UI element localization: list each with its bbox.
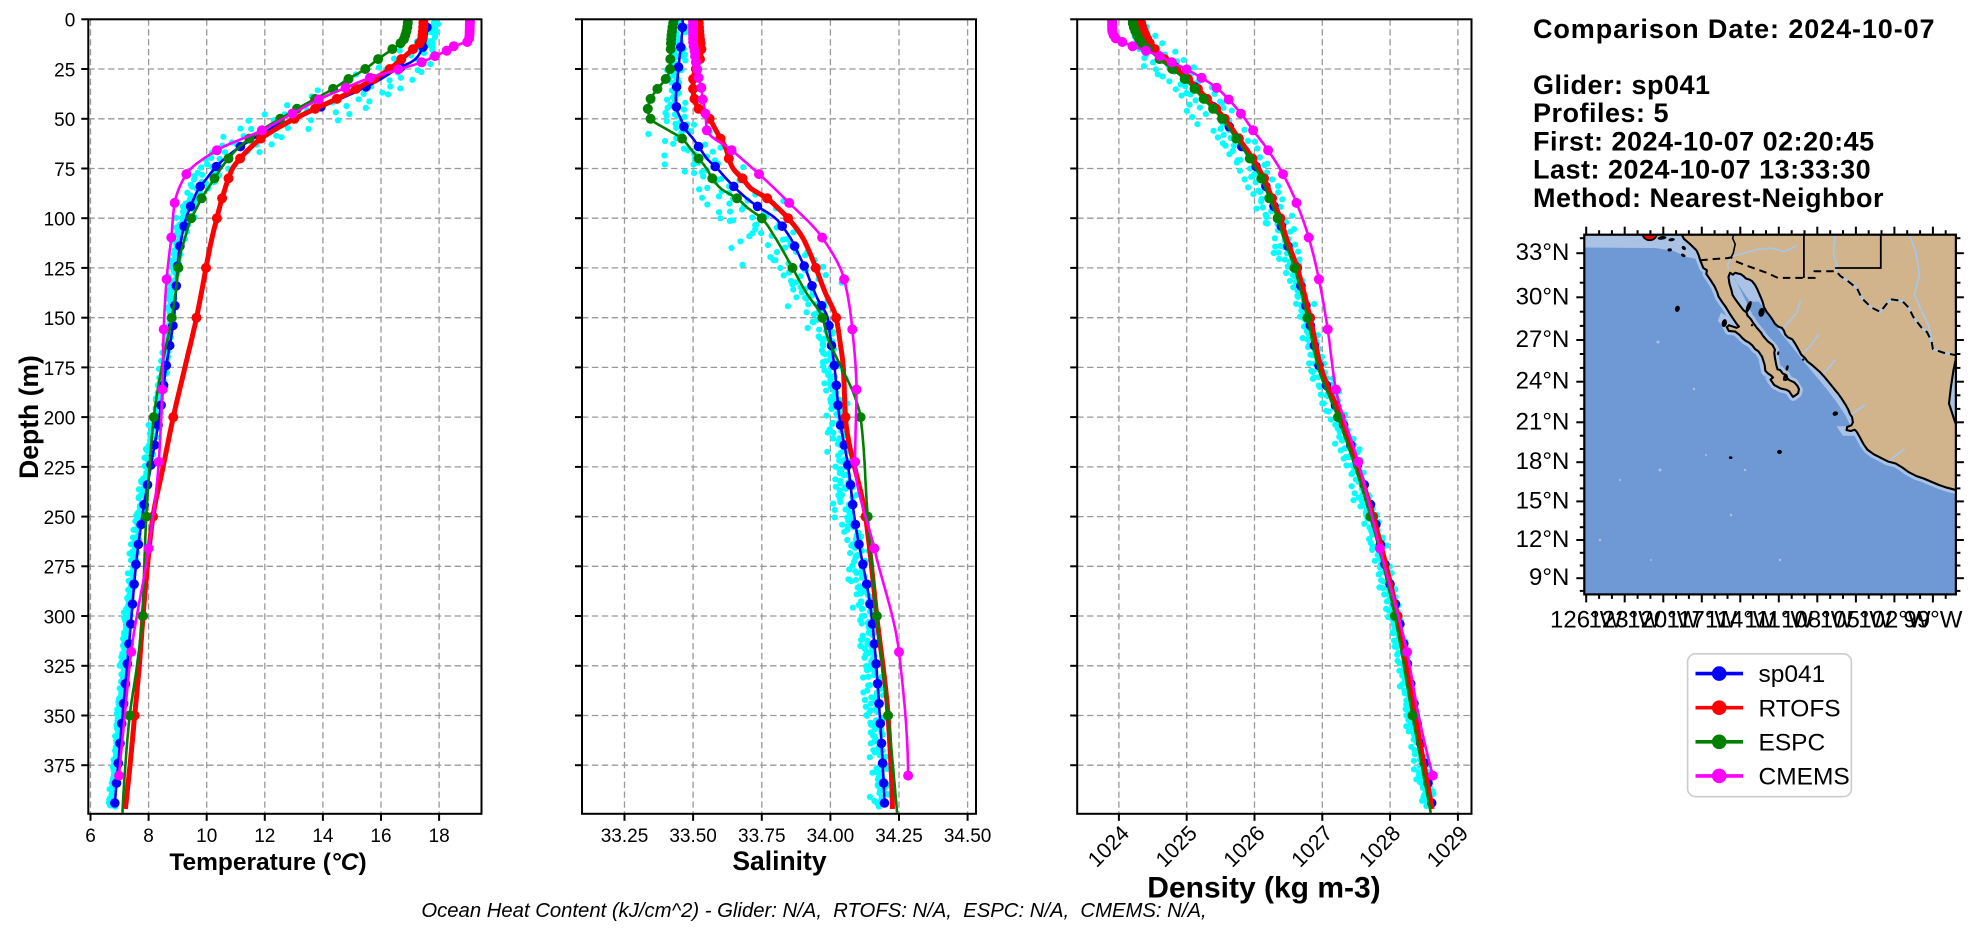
svg-text:Glider: sp041: Glider: sp041 [1533, 70, 1711, 100]
svg-text:126°W: 126°W [1550, 606, 1623, 633]
svg-text:15°N: 15°N [1516, 487, 1570, 514]
svg-text:105°W: 105°W [1820, 606, 1893, 633]
svg-text:325: 325 [44, 657, 76, 678]
svg-text:6: 6 [85, 826, 96, 847]
svg-text:14: 14 [312, 826, 334, 847]
svg-text:300: 300 [44, 607, 76, 628]
svg-text:CMEMS: CMEMS [1759, 764, 1850, 791]
svg-text:250: 250 [44, 508, 76, 529]
svg-text:24°N: 24°N [1516, 368, 1570, 395]
svg-text:Method: Nearest-Neighbor: Method: Nearest-Neighbor [1533, 183, 1884, 213]
svg-text:111°W: 111°W [1744, 606, 1813, 633]
svg-text:0: 0 [65, 11, 76, 32]
svg-text:12°N: 12°N [1516, 526, 1570, 553]
svg-text:Density (kg m-3): Density (kg m-3) [1147, 872, 1380, 905]
svg-text:ESPC: ESPC [1759, 729, 1826, 756]
svg-text:25: 25 [54, 60, 75, 81]
svg-text:50: 50 [54, 110, 75, 131]
svg-text:9°N: 9°N [1529, 564, 1569, 591]
svg-text:114°W: 114°W [1705, 606, 1776, 633]
svg-text:30°N: 30°N [1516, 283, 1570, 310]
svg-text:150: 150 [44, 309, 76, 330]
svg-text:Temperature (°C): Temperature (°C) [169, 849, 366, 876]
svg-text:99°W: 99°W [1903, 606, 1962, 633]
svg-text:275: 275 [44, 558, 76, 579]
svg-text:16: 16 [370, 826, 391, 847]
svg-text:21°N: 21°N [1516, 408, 1570, 435]
svg-text:sp041: sp041 [1759, 661, 1826, 688]
svg-text:375: 375 [44, 757, 76, 778]
svg-text:Depth (m): Depth (m) [14, 355, 44, 479]
svg-text:Salinity: Salinity [732, 846, 827, 876]
svg-text:200: 200 [44, 409, 76, 430]
svg-text:100: 100 [44, 210, 76, 231]
svg-text:350: 350 [44, 707, 76, 728]
svg-text:Last: 2024-10-07 13:33:30: Last: 2024-10-07 13:33:30 [1533, 155, 1871, 185]
svg-text:117°W: 117°W [1667, 606, 1738, 633]
svg-text:27°N: 27°N [1516, 326, 1570, 353]
svg-text:33.75: 33.75 [738, 826, 786, 847]
svg-text:Ocean Heat Content (kJ/cm^2) -: Ocean Heat Content (kJ/cm^2) - Glider: N… [421, 900, 1206, 922]
svg-text:102°W: 102°W [1858, 606, 1931, 633]
svg-text:125: 125 [44, 259, 76, 280]
svg-text:33.25: 33.25 [601, 826, 649, 847]
svg-text:RTOFS: RTOFS [1759, 695, 1841, 722]
svg-text:108°W: 108°W [1781, 606, 1854, 633]
svg-text:18: 18 [429, 826, 450, 847]
svg-text:12: 12 [254, 826, 275, 847]
svg-text:34.00: 34.00 [807, 826, 855, 847]
svg-text:18°N: 18°N [1516, 448, 1570, 475]
svg-text:33°N: 33°N [1516, 239, 1570, 266]
svg-text:Comparison Date: 2024-10-07: Comparison Date: 2024-10-07 [1533, 14, 1935, 44]
svg-text:175: 175 [44, 359, 76, 380]
svg-text:8: 8 [143, 826, 154, 847]
svg-text:225: 225 [44, 458, 76, 479]
svg-text:Profiles: 5: Profiles: 5 [1533, 98, 1669, 128]
svg-text:34.50: 34.50 [944, 826, 992, 847]
svg-text:First: 2024-10-07 02:20:45: First: 2024-10-07 02:20:45 [1533, 126, 1875, 156]
svg-text:33.50: 33.50 [669, 826, 717, 847]
svg-text:120°W: 120°W [1627, 606, 1700, 633]
svg-text:34.25: 34.25 [875, 826, 923, 847]
svg-text:75: 75 [54, 160, 75, 181]
svg-text:123°W: 123°W [1589, 606, 1662, 633]
svg-text:10: 10 [196, 826, 217, 847]
